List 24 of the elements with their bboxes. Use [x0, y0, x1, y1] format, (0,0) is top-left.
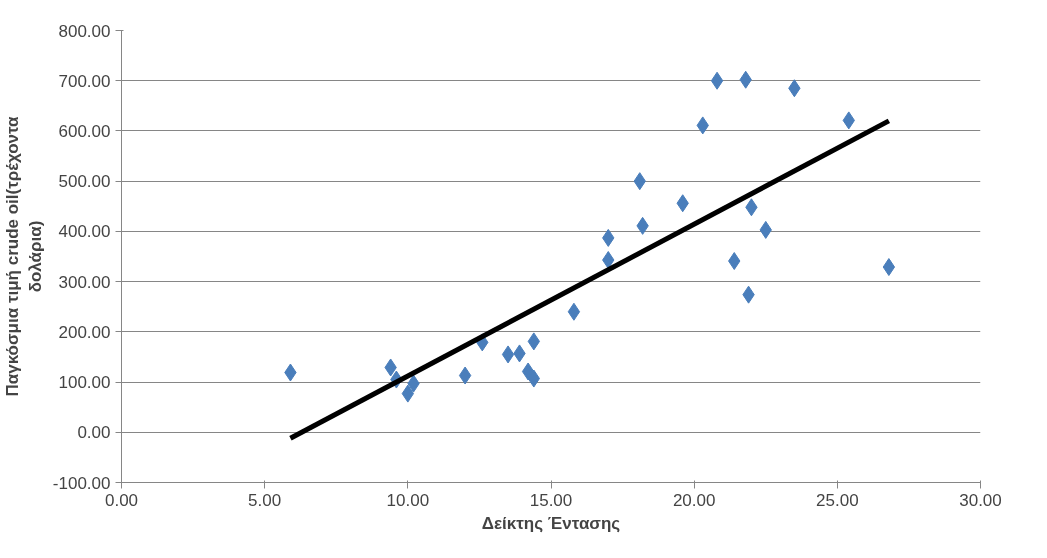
y-tick-label: 300.00	[58, 272, 111, 292]
x-tick-label: 5.00	[248, 490, 282, 510]
point	[567, 302, 581, 321]
x-tick-label: 15.00	[529, 490, 573, 510]
y-axis-title: Παγκόσμια τιμή crude oil(τρέχοντα δολάρια)	[3, 115, 45, 397]
point	[458, 366, 472, 385]
x-tick-label: 30.00	[959, 490, 1002, 510]
y-tick-label: 500.00	[58, 172, 111, 192]
y-tick-label: 0.00	[77, 423, 111, 443]
y-tick-label: -100.00	[52, 473, 111, 493]
x-tick-label: 20.00	[672, 490, 716, 510]
x-tick-label: 25.00	[816, 490, 859, 510]
point	[882, 258, 896, 277]
x-tick-label: 10.00	[386, 490, 430, 510]
x-tick-label: 0.00	[104, 490, 139, 510]
point	[710, 71, 724, 90]
y-tick-label: 800.00	[58, 21, 111, 41]
y-tick-label: 200.00	[58, 322, 111, 342]
y-tick-label: 100.00	[58, 373, 111, 393]
x-axis-title: Δείκτης Έντασης	[481, 513, 621, 533]
point	[501, 345, 515, 364]
y-tick-label: 700.00	[58, 71, 111, 91]
y-tick-label: 600.00	[58, 121, 111, 141]
y-tick-label: 400.00	[58, 222, 111, 242]
